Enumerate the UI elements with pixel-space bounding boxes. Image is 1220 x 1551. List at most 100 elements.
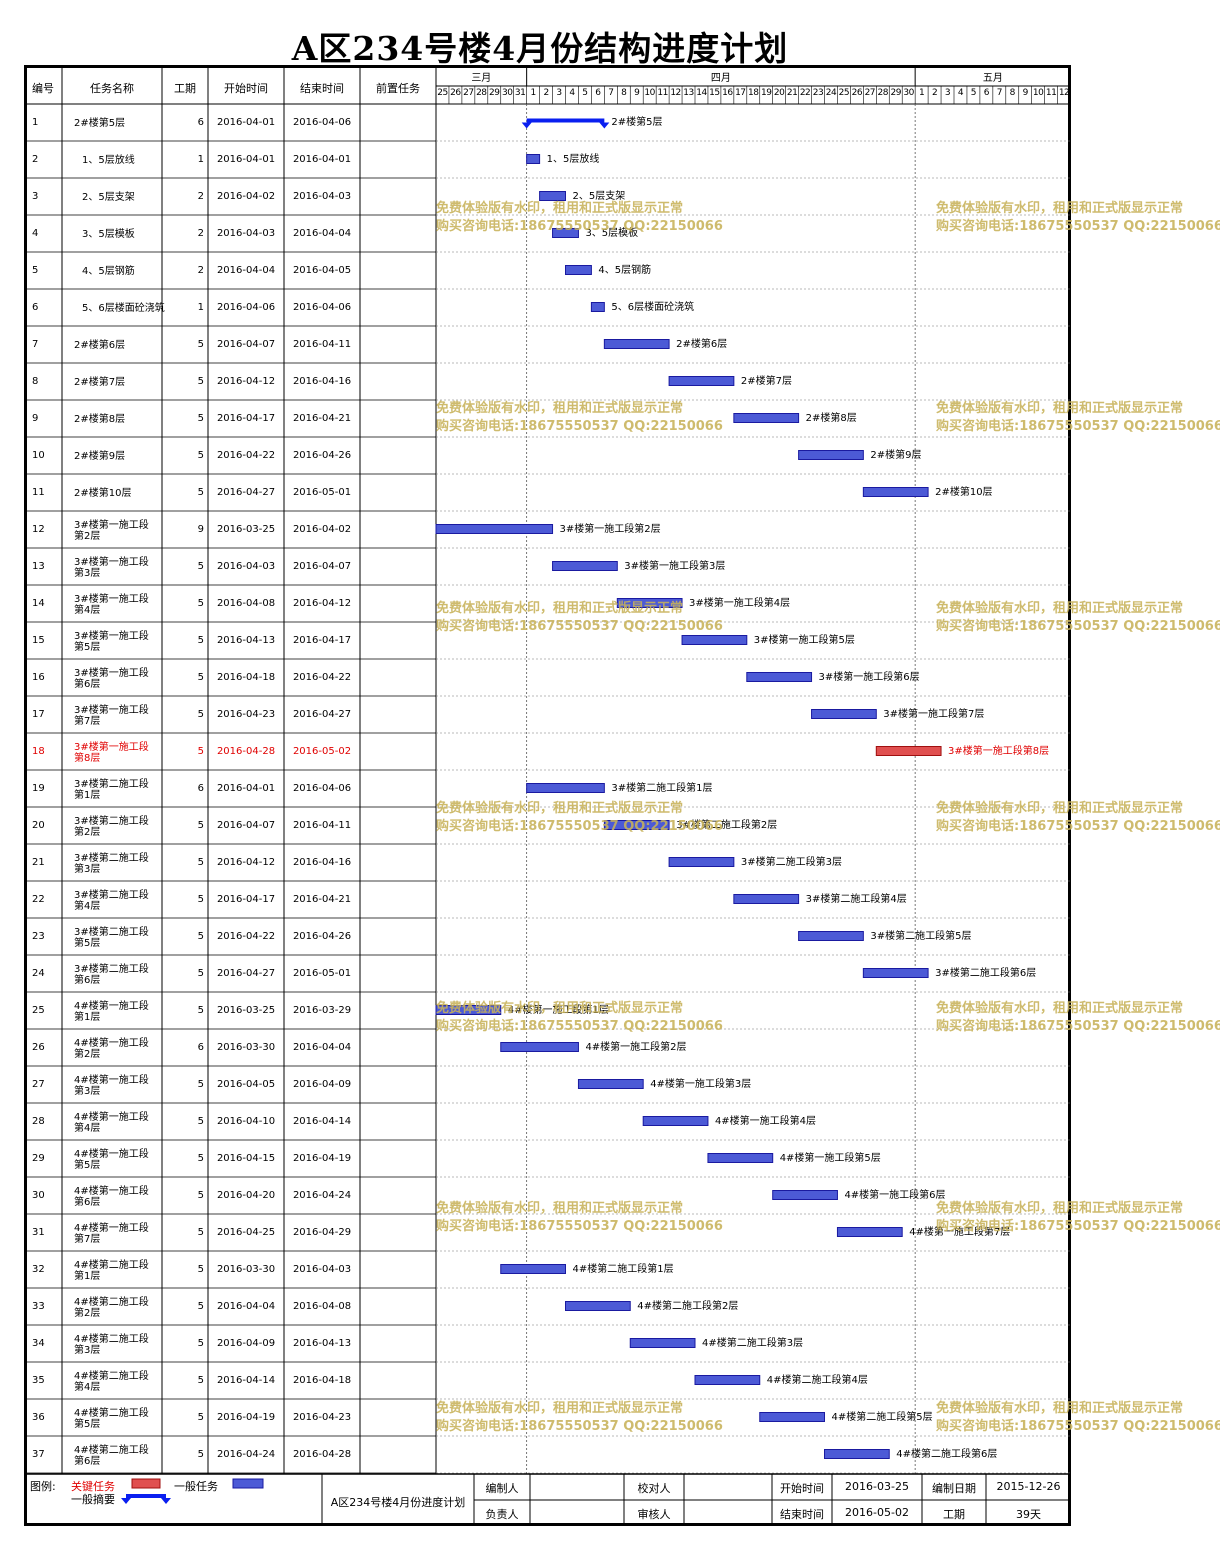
task-id: 17 bbox=[32, 708, 45, 720]
day-label: 10 bbox=[644, 88, 655, 98]
task-name: 4#楼第二施工段第5层 bbox=[74, 1407, 149, 1430]
task-bar bbox=[668, 857, 735, 867]
task-bar-label: 4#楼第二施工段第3层 bbox=[702, 1337, 804, 1349]
task-bar-label: 4#楼第二施工段第1层 bbox=[572, 1263, 674, 1275]
task-bar bbox=[746, 672, 813, 682]
task-id: 11 bbox=[32, 486, 45, 498]
footer-auditor-label: 审核人 bbox=[637, 1508, 671, 1521]
task-bar-label: 3#楼第二施工段第4层 bbox=[805, 893, 907, 905]
task-start: 2016-04-05 bbox=[216, 1078, 276, 1090]
task-bar-label: 4#楼第一施工段第6层 bbox=[844, 1189, 946, 1201]
task-id: 12 bbox=[32, 523, 45, 535]
task-bar bbox=[565, 1301, 631, 1311]
task-bar-label: 3#楼第二施工段第1层 bbox=[611, 782, 713, 794]
task-start: 2016-04-13 bbox=[216, 634, 276, 646]
task-bar-label: 4#楼第一施工段第3层 bbox=[650, 1078, 752, 1090]
task-name: 3#楼第一施工段第6层 bbox=[74, 667, 149, 690]
task-start: 2016-04-19 bbox=[216, 1411, 276, 1423]
task-bar-label: 3#楼第二施工段第6层 bbox=[935, 967, 1037, 979]
footer-date: 2015-12-26 bbox=[996, 1480, 1061, 1493]
footer-editor bbox=[530, 1480, 624, 1494]
task-id: 33 bbox=[32, 1300, 45, 1312]
task-duration: 5 bbox=[197, 1448, 204, 1460]
day-label: 1 bbox=[918, 88, 925, 98]
legend-normal-label: 一般任务 bbox=[174, 1480, 218, 1493]
task-id: 1 bbox=[32, 116, 39, 128]
page-title: A区234号楼4月份结构进度计划 bbox=[291, 29, 789, 68]
day-label: 22 bbox=[799, 88, 811, 98]
task-bar-label: 3#楼第二施工段第5层 bbox=[870, 930, 972, 942]
task-start: 2016-04-04 bbox=[216, 264, 276, 276]
task-bar-label: 3#楼第一施工段第4层 bbox=[689, 597, 791, 609]
task-start: 2016-04-12 bbox=[216, 375, 276, 387]
day-label: 17 bbox=[735, 88, 746, 98]
task-end: 2016-04-04 bbox=[292, 1041, 352, 1053]
task-name: 4#楼第一施工段第6层 bbox=[74, 1185, 149, 1208]
task-bar bbox=[836, 1227, 903, 1237]
task-bar bbox=[733, 413, 800, 423]
task-bar bbox=[577, 1079, 644, 1089]
task-start: 2016-04-20 bbox=[216, 1189, 276, 1201]
task-id: 22 bbox=[32, 893, 45, 905]
day-label: 15 bbox=[709, 88, 720, 98]
day-label: 7 bbox=[608, 88, 614, 98]
task-id: 28 bbox=[32, 1115, 45, 1127]
task-duration: 5 bbox=[197, 893, 204, 905]
day-label: 4 bbox=[569, 88, 575, 98]
day-label: 3 bbox=[556, 88, 562, 98]
task-end: 2016-04-21 bbox=[292, 412, 352, 424]
task-bar bbox=[603, 339, 670, 349]
task-id: 21 bbox=[32, 856, 45, 868]
task-id: 9 bbox=[32, 412, 39, 424]
task-end: 2016-04-09 bbox=[292, 1078, 352, 1090]
day-label: 3 bbox=[944, 88, 951, 98]
legend-summary-marker bbox=[161, 1498, 171, 1504]
day-label: 20 bbox=[773, 88, 785, 98]
task-bar bbox=[552, 561, 618, 571]
task-start: 2016-04-24 bbox=[216, 1448, 276, 1460]
task-duration: 5 bbox=[197, 745, 204, 757]
task-start: 2016-04-22 bbox=[216, 449, 276, 461]
task-name: 2#楼第8层 bbox=[74, 414, 126, 425]
task-duration: 5 bbox=[197, 1226, 204, 1238]
task-id: 24 bbox=[32, 967, 45, 979]
task-name: 3#楼第二施工段第3层 bbox=[74, 852, 149, 875]
task-name: 4#楼第一施工段第7层 bbox=[74, 1222, 149, 1245]
task-end: 2016-04-27 bbox=[292, 708, 352, 720]
task-duration: 2 bbox=[197, 190, 204, 202]
task-bar-label: 4、5层钢筋 bbox=[598, 264, 652, 276]
task-start: 2016-04-27 bbox=[216, 486, 276, 498]
task-name: 2、5层支架 bbox=[82, 192, 135, 203]
day-label: 5 bbox=[582, 88, 588, 98]
month-label: 五月 bbox=[982, 73, 1003, 84]
task-start: 2016-03-30 bbox=[216, 1041, 276, 1053]
task-end: 2016-05-02 bbox=[292, 745, 352, 757]
footer-checker bbox=[684, 1480, 772, 1494]
day-label: 30 bbox=[501, 88, 513, 98]
task-end: 2016-04-28 bbox=[292, 1448, 352, 1460]
task-duration: 1 bbox=[197, 153, 204, 165]
task-start: 2016-04-14 bbox=[216, 1374, 276, 1386]
task-bar bbox=[539, 191, 566, 201]
day-label: 25 bbox=[437, 88, 448, 98]
task-bar bbox=[707, 1153, 774, 1163]
task-name: 2#楼第7层 bbox=[74, 377, 126, 388]
task-id: 31 bbox=[32, 1226, 45, 1238]
task-end: 2016-04-16 bbox=[292, 375, 352, 387]
task-bar-label: 4#楼第二施工段第6层 bbox=[896, 1448, 998, 1460]
critical-task-bar bbox=[875, 746, 942, 756]
task-end: 2016-04-21 bbox=[292, 893, 352, 905]
task-end: 2016-04-11 bbox=[292, 819, 352, 831]
task-bar-label: 2#楼第5层 bbox=[611, 116, 663, 128]
task-duration: 5 bbox=[197, 412, 204, 424]
task-name: 3#楼第二施工段第6层 bbox=[74, 963, 149, 986]
day-label: 26 bbox=[851, 88, 863, 98]
task-bar-label: 4#楼第一施工段第7层 bbox=[909, 1226, 1011, 1238]
task-end: 2016-04-02 bbox=[292, 523, 352, 535]
footer-end: 2016-05-02 bbox=[845, 1506, 909, 1519]
task-duration: 6 bbox=[197, 116, 204, 128]
task-name: 3#楼第二施工段第5层 bbox=[74, 926, 149, 949]
task-start: 2016-04-03 bbox=[216, 560, 276, 572]
task-bar bbox=[565, 265, 592, 275]
task-id: 5 bbox=[32, 264, 39, 276]
